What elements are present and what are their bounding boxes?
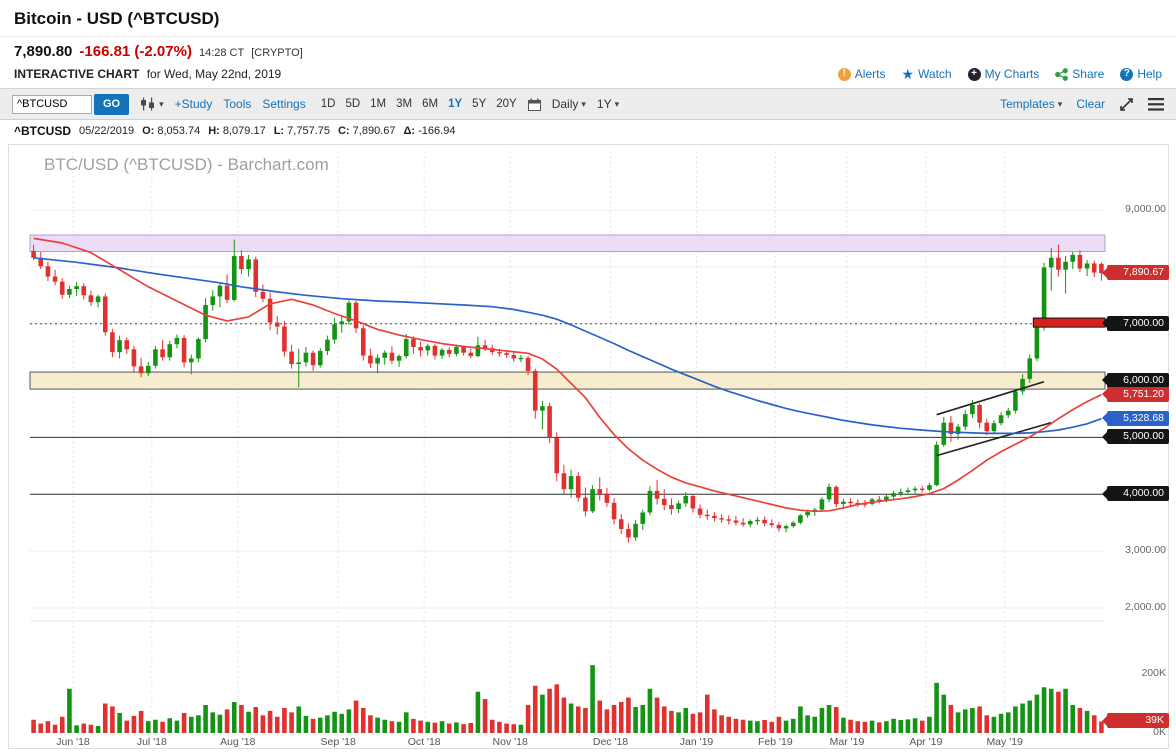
help-link[interactable]: ? Help bbox=[1120, 67, 1162, 81]
open-label: O: bbox=[142, 125, 155, 137]
share-link[interactable]: Share bbox=[1055, 67, 1104, 81]
alerts-link[interactable]: ! Alerts bbox=[837, 67, 886, 81]
page-title: Bitcoin - USD (^BTCUSD) bbox=[14, 9, 220, 28]
range-20y[interactable]: 20Y bbox=[496, 98, 517, 110]
chart-toolbar: GO ▾ +Study Tools Settings 1D 5D 1M 3M 6M 1Y 5… bbox=[0, 88, 1176, 120]
range-1d[interactable]: 1D bbox=[320, 98, 336, 110]
frequency-value: Daily bbox=[551, 97, 579, 111]
x-axis-label: Jan '19 bbox=[680, 736, 714, 748]
calendar-icon[interactable] bbox=[527, 98, 541, 111]
price-chart[interactable]: Jun '18 Jul '18 Aug '18 Sep '18 Oct '18 Nov '… bbox=[0, 143, 1176, 752]
trend-channel-lower bbox=[936, 421, 1052, 457]
candlestick-series bbox=[31, 239, 1104, 543]
range-6m[interactable]: 6M bbox=[422, 98, 439, 110]
delta-label: Δ: bbox=[403, 125, 416, 137]
x-axis-label: Apr '19 bbox=[909, 736, 942, 748]
quote-market: [CRYPTO] bbox=[251, 47, 303, 59]
title-row: Bitcoin - USD (^BTCUSD) bbox=[0, 0, 1176, 37]
low-label: L: bbox=[273, 125, 285, 137]
volume-series bbox=[31, 665, 1104, 733]
chevron-down-icon: ▾ bbox=[159, 98, 164, 109]
moving-average-slow bbox=[33, 256, 1102, 435]
expand-icon[interactable] bbox=[1119, 97, 1134, 112]
menu-icon[interactable] bbox=[1148, 97, 1164, 111]
close-value: 7,890.67 bbox=[352, 125, 396, 137]
ohlc-symbol: ^BTCUSD bbox=[14, 124, 72, 138]
my-charts-label: My Charts bbox=[984, 67, 1040, 81]
interactive-chart-row: INTERACTIVE CHART for Wed, May 22nd, 201… bbox=[0, 60, 1176, 81]
delta-value: -166.94 bbox=[418, 125, 456, 137]
star-icon: ★ bbox=[901, 66, 915, 82]
share-icon bbox=[1055, 67, 1069, 81]
templates-label: Templates bbox=[1000, 97, 1055, 111]
chart-type-dropdown[interactable]: ▾ bbox=[140, 97, 164, 111]
x-axis-label: May '19 bbox=[986, 736, 1023, 748]
x-axis-label: Jun '18 bbox=[56, 736, 90, 748]
symbol-input[interactable] bbox=[12, 94, 92, 114]
x-axis-label: Oct '18 bbox=[408, 736, 441, 748]
alert-icon: ! bbox=[837, 67, 851, 81]
chevron-down-icon: ▾ bbox=[581, 98, 586, 109]
x-axis-label: Mar '19 bbox=[830, 736, 865, 748]
price-change: -166.81 (-2.07%) bbox=[79, 43, 192, 60]
share-label: Share bbox=[1072, 67, 1105, 81]
moving-average-fast bbox=[33, 237, 1102, 513]
clear-button[interactable]: Clear bbox=[1076, 97, 1105, 111]
my-charts-link[interactable]: + My Charts bbox=[967, 67, 1040, 81]
candlestick-type-icon bbox=[140, 97, 156, 111]
high-label: H: bbox=[208, 125, 220, 137]
x-axis-label: Dec '18 bbox=[593, 736, 628, 748]
quote-time: 14:28 CT bbox=[198, 47, 245, 59]
settings-button[interactable]: Settings bbox=[262, 97, 306, 111]
range-1y[interactable]: 1Y bbox=[448, 98, 463, 110]
ohlc-date: 05/22/2019 bbox=[79, 125, 135, 137]
range-5y[interactable]: 5Y bbox=[472, 98, 487, 110]
range-5d[interactable]: 5D bbox=[345, 98, 361, 110]
trend-channel-upper bbox=[936, 380, 1045, 416]
watch-link[interactable]: ★ Watch bbox=[901, 67, 951, 81]
last-price: 7,890.80 bbox=[14, 43, 73, 60]
frequency-dropdown[interactable]: Daily ▾ bbox=[552, 97, 586, 111]
range-1m[interactable]: 1M bbox=[370, 98, 387, 110]
breakout-marker-7000 bbox=[1032, 317, 1106, 328]
period-value: 1Y bbox=[596, 97, 612, 111]
high-value: 8,079.17 bbox=[222, 125, 266, 137]
range-3m[interactable]: 3M bbox=[396, 98, 413, 110]
ohlc-bar: ^BTCUSD 05/22/2019 O: 8,053.74 H: 8,079.… bbox=[0, 120, 1176, 142]
chart-border bbox=[8, 144, 1169, 749]
low-value: 7,757.75 bbox=[287, 125, 330, 137]
period-dropdown[interactable]: 1Y ▾ bbox=[597, 97, 619, 111]
range-buttons: 1D 5D 1M 3M 6M 1Y 5Y 20Y bbox=[321, 98, 517, 110]
tools-button[interactable]: Tools bbox=[223, 97, 252, 111]
open-value: 8,053.74 bbox=[157, 125, 201, 137]
help-icon: ? bbox=[1120, 67, 1134, 81]
watch-label: Watch bbox=[918, 67, 952, 81]
help-label: Help bbox=[1137, 67, 1162, 81]
add-study-button[interactable]: +Study bbox=[174, 97, 213, 111]
close-label: C: bbox=[337, 125, 350, 137]
resistance-band-purple bbox=[29, 234, 1106, 253]
quote-row: 7,890.80 -166.81 (-2.07%) 14:28 CT [CRYP… bbox=[0, 37, 1176, 60]
x-axis-label: Feb '19 bbox=[758, 736, 793, 748]
interactive-chart-label: INTERACTIVE CHART bbox=[14, 67, 140, 81]
quote-header: Bitcoin - USD (^BTCUSD) 7,890.80 -166.81… bbox=[0, 0, 1176, 81]
x-axis-label: Jul '18 bbox=[137, 736, 167, 748]
x-axis-label: Aug '18 bbox=[220, 736, 255, 748]
alerts-label: Alerts bbox=[854, 67, 886, 81]
go-button[interactable]: GO bbox=[94, 93, 130, 115]
header-links: ! Alerts ★ Watch + My Charts Share ? Help bbox=[837, 67, 1162, 81]
chevron-down-icon: ▾ bbox=[1057, 98, 1063, 109]
templates-dropdown[interactable]: Templates ▾ bbox=[1000, 97, 1062, 111]
chart-date: for Wed, May 22nd, 2019 bbox=[146, 67, 282, 81]
plus-icon: + bbox=[967, 67, 981, 81]
chart-watermark: BTC/USD (^BTCUSD) - Barchart.com bbox=[44, 155, 329, 174]
chart-area[interactable]: Jun '18 Jul '18 Aug '18 Sep '18 Oct '18 Nov '… bbox=[0, 143, 1176, 752]
x-axis-label: Sep '18 bbox=[321, 736, 356, 748]
x-axis-label: Nov '18 bbox=[493, 736, 528, 748]
chevron-down-icon: ▾ bbox=[614, 98, 620, 109]
